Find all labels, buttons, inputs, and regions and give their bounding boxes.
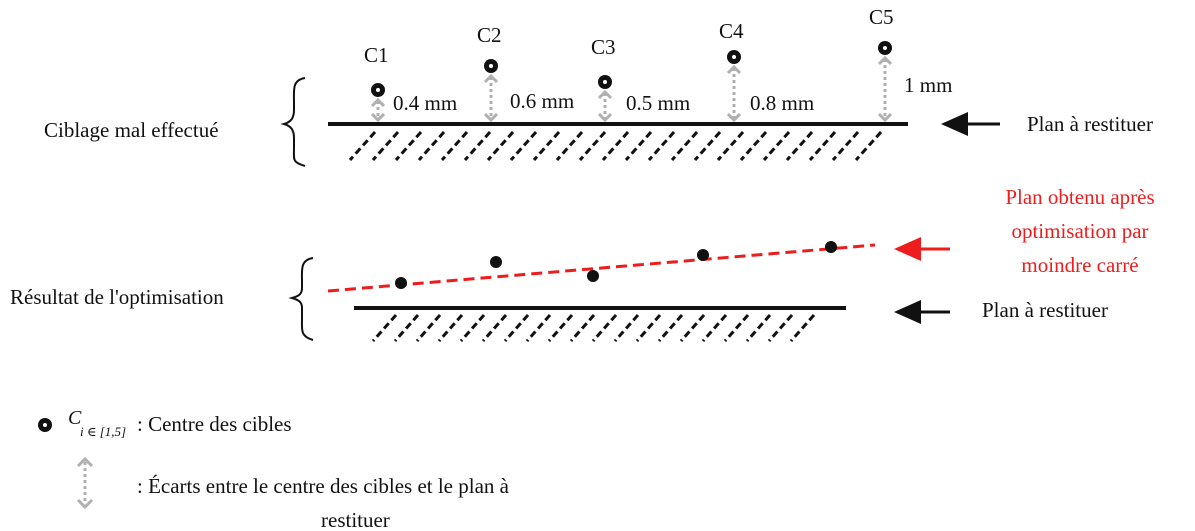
- gap-arrow-c4: [726, 64, 742, 123]
- top-section-label: Ciblage mal effectué: [44, 118, 219, 142]
- target-c1-label: C1: [364, 43, 389, 67]
- gap-arrow-c5: [877, 55, 893, 123]
- fitted-plane-label-line3: moindre carré: [1021, 253, 1138, 277]
- top-brace: [280, 77, 306, 167]
- opt-target-2: [490, 256, 502, 268]
- opt-target-5: [825, 241, 837, 253]
- gap-c5-value: 1 mm: [904, 73, 952, 97]
- legend-target-symbol: C: [68, 407, 82, 429]
- target-c4-marker: [727, 50, 741, 64]
- legend-target-desc: : Centre des cibles: [137, 412, 292, 436]
- top-plane-hatching: [348, 131, 883, 161]
- target-c2-label: C2: [477, 23, 502, 47]
- gap-c3-value: 0.5 mm: [626, 91, 690, 115]
- legend-target-icon: [38, 418, 52, 432]
- opt-target-4: [697, 249, 709, 261]
- bottom-plane-hatching: [371, 314, 816, 342]
- opt-target-1: [395, 277, 407, 289]
- opt-target-3: [587, 270, 599, 282]
- top-plane-label: Plan à restituer: [1027, 112, 1153, 136]
- legend-gap-desc-line2: restituer: [321, 508, 390, 531]
- target-c5-marker: [878, 41, 892, 55]
- gap-arrow-c3: [597, 89, 613, 123]
- fitted-plane-label-line2: optimisation par: [1011, 219, 1148, 243]
- gap-arrow-c2: [483, 73, 499, 123]
- legend-gap-desc-line1: : Écarts entre le centre des cibles et l…: [137, 474, 510, 498]
- gap-c2-value: 0.6 mm: [510, 89, 574, 113]
- optimised-targets: [395, 241, 837, 289]
- target-c3-label: C3: [591, 35, 616, 59]
- target-c3-marker: [598, 75, 612, 89]
- bottom-brace: [288, 257, 314, 341]
- target-c1-marker: [371, 83, 385, 97]
- target-c4-label: C4: [719, 19, 744, 43]
- legend-gap-arrow-icon: [76, 456, 94, 510]
- gap-c4-value: 0.8 mm: [750, 91, 814, 115]
- legend-target-subscript: i ∈ [1,5]: [80, 424, 126, 439]
- bottom-plane-label: Plan à restituer: [982, 298, 1108, 322]
- target-c5-label: C5: [869, 5, 894, 29]
- target-c2-marker: [484, 59, 498, 73]
- fitted-plane-label-line1: Plan obtenu après: [1005, 185, 1154, 209]
- gap-arrow-c1: [370, 97, 386, 123]
- bottom-section-label: Résultat de l'optimisation: [10, 285, 224, 309]
- gap-c1-value: 0.4 mm: [393, 91, 457, 115]
- fitted-plane-line: [327, 243, 876, 293]
